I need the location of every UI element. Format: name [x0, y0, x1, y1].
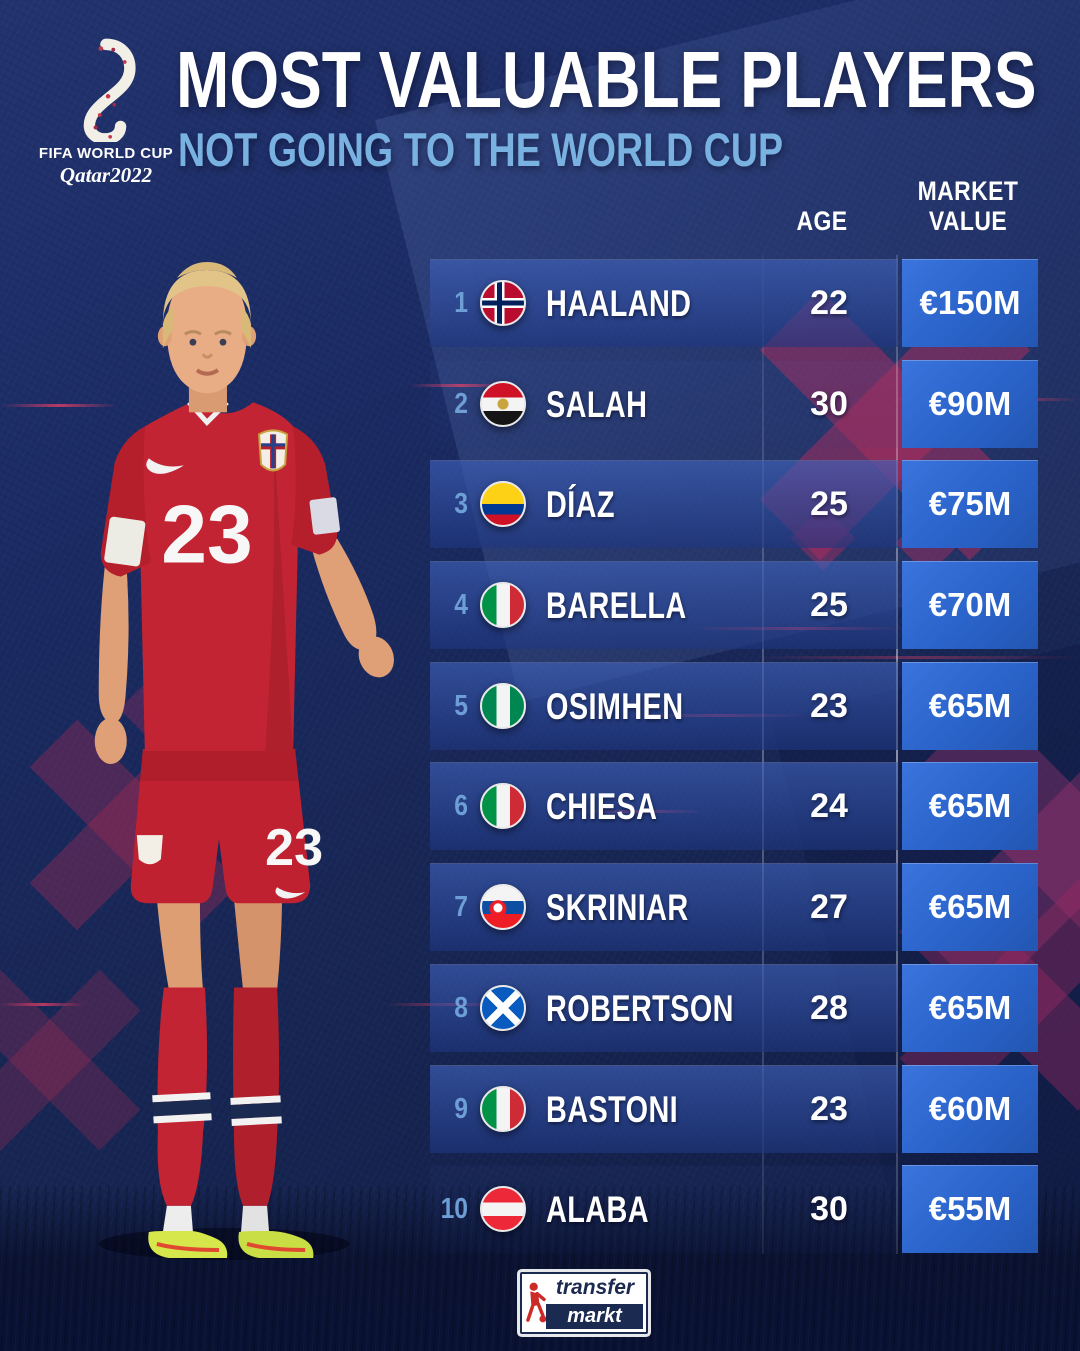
italy-flag-icon: [480, 783, 526, 830]
rank-label: 6: [454, 790, 468, 823]
rank-label: 1: [454, 287, 468, 319]
market-value-badge: €65M: [902, 863, 1038, 952]
fifa-world-cup-logo: FIFA WORLD CUP Qatar2022: [38, 34, 174, 188]
player-name: ROBERTSON: [546, 987, 734, 1029]
page-title: MOST VALUABLE PLAYERS: [176, 35, 1037, 124]
table-row: 1 HAALAND 22 €150M: [430, 259, 1038, 347]
rank-label: 3: [454, 488, 468, 521]
fifa-world-cup-label: FIFA WORLD CUP: [38, 145, 174, 162]
player-name: BASTONI: [546, 1088, 679, 1130]
player-name: OSIMHEN: [546, 685, 684, 727]
player-age: 30: [810, 384, 848, 423]
table-row: 10 ALABA 30 €55M: [430, 1165, 1038, 1254]
transfermarkt-logo: transfer markt: [520, 1272, 648, 1334]
player-age: 23: [810, 1089, 848, 1128]
table-row: 7 SKRINIAR 27 €65M: [430, 863, 1038, 952]
player-name: SALAH: [546, 383, 648, 425]
column-header-market-value: MARKET VALUE: [909, 176, 1028, 236]
market-label: MARKET: [917, 176, 1019, 206]
player-age: 30: [810, 1190, 848, 1229]
rank-label: 10: [440, 1193, 468, 1226]
player-age: 25: [810, 586, 848, 625]
player-name: DÍAZ: [546, 484, 615, 526]
player-name: ALABA: [546, 1189, 649, 1231]
nigeria-flag-icon: [480, 682, 526, 729]
shorts-number: 23: [265, 819, 323, 877]
rank-label: 2: [454, 387, 468, 420]
qatar-2022-label: Qatar2022: [59, 163, 153, 187]
table-row: 4 BARELLA 25 €70M: [430, 561, 1038, 650]
italy-flag-icon: [480, 1085, 526, 1132]
red-line-decoration: [755, 656, 1080, 659]
market-value-badge: €70M: [902, 561, 1038, 650]
player-name: SKRINIAR: [546, 887, 689, 929]
qatar-2022-emblem-icon: [83, 38, 136, 142]
player-age: 22: [810, 284, 848, 322]
rank-label: 7: [454, 891, 468, 924]
table-row: 3 DÍAZ 25 €75M: [430, 460, 1038, 549]
market-value-badge: €60M: [902, 1064, 1038, 1153]
column-divider: [896, 255, 898, 1254]
player-age: 23: [810, 686, 848, 725]
norway-flag-icon: [480, 280, 526, 326]
market-value-badge: €65M: [902, 661, 1038, 750]
market-value-badge: €65M: [902, 762, 1038, 851]
player-name: BARELLA: [546, 585, 687, 627]
rank-label: 4: [454, 589, 468, 622]
table-row: 6 CHIESA 24 €65M: [430, 762, 1038, 851]
player-age: 28: [810, 988, 848, 1027]
colombia-flag-icon: [480, 481, 526, 528]
ranking-table: 1 HAALAND 22 €150M 2 SALAH 30 €90M 3 DÍAZ 25 €75M 4 B…: [430, 255, 1038, 1254]
market-value-badge: €55M: [902, 1165, 1038, 1254]
brand-markt-label: markt: [546, 1304, 643, 1329]
rank-label: 9: [454, 1092, 468, 1125]
value-label: VALUE: [928, 206, 1008, 236]
rank-label: 5: [454, 689, 468, 722]
player-photo-haaland: 23 23: [94, 262, 394, 1260]
red-line-decoration: [0, 404, 118, 407]
page-subtitle: NOT GOING TO THE WORLD CUP: [178, 123, 784, 176]
footballer-icon: [526, 1282, 547, 1323]
player-name: HAALAND: [546, 283, 692, 324]
table-row: 5 OSIMHEN 23 €65M: [430, 661, 1038, 750]
market-value-badge: €65M: [902, 963, 1038, 1052]
column-header-age: AGE: [796, 206, 848, 236]
player-name: CHIESA: [546, 786, 658, 828]
table-row: 2 SALAH 30 €90M: [430, 359, 1038, 448]
table-row: 8 ROBERTSON 28 €65M: [430, 963, 1038, 1052]
egypt-flag-icon: [480, 380, 526, 427]
market-value-badge: €75M: [902, 460, 1038, 549]
market-value-badge: €150M: [902, 259, 1038, 347]
scotland-flag-icon: [480, 984, 526, 1031]
table-row: 9 BASTONI 23 €60M: [430, 1064, 1038, 1153]
player-age: 27: [810, 888, 848, 927]
market-value-badge: €90M: [902, 359, 1038, 448]
player-age: 24: [810, 787, 848, 826]
table-rows: 1 HAALAND 22 €150M 2 SALAH 30 €90M 3 DÍAZ 25 €75M 4 B…: [430, 259, 1038, 1254]
column-divider: [762, 255, 764, 1254]
rank-label: 8: [454, 991, 468, 1024]
red-line-decoration: [0, 1003, 85, 1006]
italy-flag-icon: [480, 582, 526, 629]
austria-flag-icon: [480, 1186, 526, 1233]
brand-transfer-label: transfer: [555, 1276, 635, 1299]
slovakia-flag-icon: [480, 884, 526, 931]
player-age: 25: [810, 485, 848, 524]
jersey-number: 23: [161, 490, 252, 581]
